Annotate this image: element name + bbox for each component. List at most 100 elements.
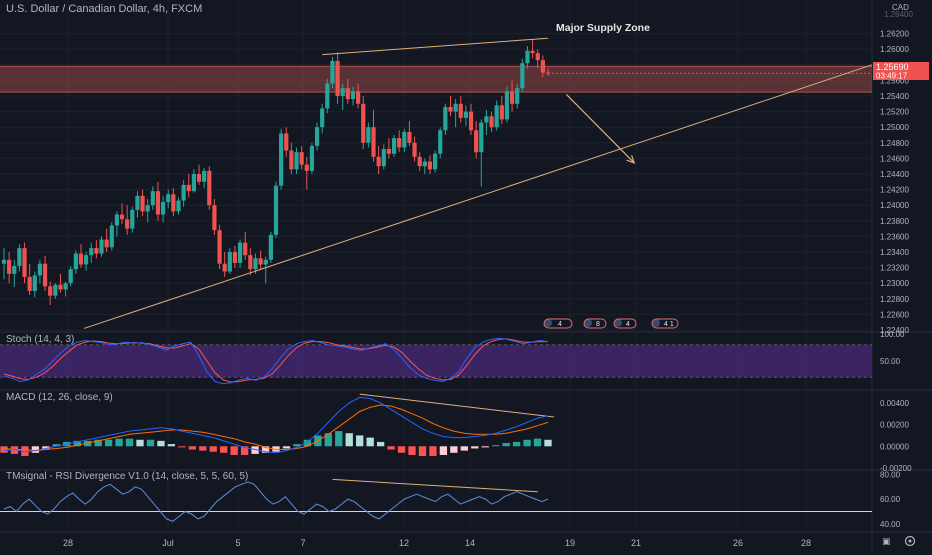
- candle[interactable]: [273, 181, 279, 238]
- candle[interactable]: [196, 164, 202, 185]
- macd-histogram-bar[interactable]: [429, 446, 437, 457]
- candle[interactable]: [258, 250, 263, 270]
- candle[interactable]: [545, 68, 551, 76]
- candle[interactable]: [99, 236, 104, 257]
- macd-histogram-bar[interactable]: [125, 438, 134, 447]
- candle[interactable]: [314, 122, 320, 151]
- macd-signal-line[interactable]: [3, 404, 549, 452]
- macd-histogram-bar[interactable]: [31, 446, 40, 453]
- candle[interactable]: [32, 271, 37, 298]
- macd-histogram-bar[interactable]: [492, 445, 500, 447]
- candle[interactable]: [438, 127, 443, 159]
- candle[interactable]: [412, 136, 417, 162]
- candle[interactable]: [284, 127, 289, 157]
- macd-histogram-bar[interactable]: [282, 446, 291, 449]
- macd-histogram-bar[interactable]: [10, 446, 19, 454]
- macd-histogram-bar[interactable]: [408, 446, 416, 455]
- macd-histogram-bar[interactable]: [293, 444, 301, 447]
- macd-histogram-bar[interactable]: [261, 446, 270, 453]
- event-badge-1[interactable]: 4: [543, 318, 573, 329]
- candle[interactable]: [499, 96, 504, 125]
- candle[interactable]: [350, 86, 356, 106]
- macd-histogram-bar[interactable]: [251, 446, 259, 454]
- candle[interactable]: [130, 206, 135, 233]
- candle[interactable]: [263, 256, 268, 284]
- macd-histogram-bar[interactable]: [450, 446, 458, 453]
- macd-histogram-bar[interactable]: [167, 444, 176, 447]
- projection-arrow-head[interactable]: [626, 155, 636, 164]
- candle[interactable]: [217, 224, 222, 270]
- candle[interactable]: [330, 57, 335, 89]
- candle[interactable]: [12, 259, 17, 288]
- candle[interactable]: [325, 78, 330, 114]
- macd-divergence-line[interactable]: [359, 393, 555, 418]
- macd-title[interactable]: MACD (12, 26, close, 9): [6, 392, 113, 403]
- candle[interactable]: [335, 52, 340, 104]
- macd-histogram-bar[interactable]: [0, 446, 8, 453]
- candle[interactable]: [309, 142, 315, 174]
- candle[interactable]: [227, 248, 232, 274]
- candle[interactable]: [376, 145, 381, 174]
- candle[interactable]: [202, 167, 207, 189]
- support-trendline[interactable]: [83, 64, 873, 329]
- macd-histogram-bar[interactable]: [376, 441, 385, 447]
- macd-histogram-bar[interactable]: [157, 440, 165, 447]
- candle[interactable]: [458, 96, 463, 123]
- candle[interactable]: [37, 259, 43, 284]
- event-badge-2[interactable]: 8: [583, 318, 607, 329]
- candle[interactable]: [42, 255, 48, 291]
- rsi-line[interactable]: [3, 481, 549, 522]
- candle[interactable]: [268, 231, 273, 263]
- candle[interactable]: [109, 222, 114, 251]
- candle[interactable]: [320, 103, 325, 134]
- macd-histogram-bar[interactable]: [52, 444, 60, 447]
- indicators-layer[interactable]: [0, 337, 872, 522]
- candle[interactable]: [248, 248, 253, 276]
- macd-histogram-bar[interactable]: [481, 446, 489, 448]
- candle[interactable]: [304, 156, 309, 190]
- candle[interactable]: [391, 135, 397, 157]
- candle[interactable]: [135, 191, 140, 218]
- candle[interactable]: [68, 266, 73, 287]
- candle[interactable]: [78, 244, 84, 268]
- macd-histogram-bar[interactable]: [303, 439, 312, 447]
- candle[interactable]: [371, 110, 376, 162]
- candle[interactable]: [7, 252, 12, 284]
- candle[interactable]: [468, 103, 474, 135]
- candle[interactable]: [63, 281, 68, 297]
- candle[interactable]: [181, 180, 186, 207]
- candle[interactable]: [176, 197, 181, 215]
- candle[interactable]: [73, 250, 78, 274]
- candle[interactable]: [1, 248, 7, 280]
- candle[interactable]: [479, 119, 484, 187]
- candle[interactable]: [243, 231, 248, 260]
- symbol-title[interactable]: U.S. Dollar / Canadian Dollar, 4h, FXCM: [6, 3, 202, 15]
- candle[interactable]: [155, 181, 161, 221]
- event-badge-4[interactable]: 4 1: [651, 318, 679, 329]
- macd-histogram-bar[interactable]: [42, 446, 50, 450]
- candle[interactable]: [58, 273, 63, 293]
- candle[interactable]: [22, 242, 27, 284]
- candle[interactable]: [453, 99, 458, 128]
- candles-layer[interactable]: [1, 39, 551, 306]
- candle[interactable]: [361, 96, 366, 150]
- macd-histogram-bar[interactable]: [335, 431, 343, 447]
- macd-histogram-bar[interactable]: [387, 446, 395, 450]
- candle[interactable]: [417, 152, 422, 171]
- candle[interactable]: [509, 80, 515, 112]
- candle[interactable]: [186, 174, 191, 198]
- supply-zone-annotation[interactable]: Major Supply Zone: [556, 22, 650, 34]
- macd-histogram-bar[interactable]: [544, 439, 552, 447]
- macd-histogram-bar[interactable]: [397, 446, 406, 453]
- stoch-k-line[interactable]: [3, 337, 549, 385]
- candle[interactable]: [427, 155, 433, 174]
- candle[interactable]: [212, 198, 217, 235]
- candle[interactable]: [397, 130, 402, 153]
- candle[interactable]: [160, 195, 166, 223]
- candle[interactable]: [540, 55, 545, 78]
- macd-histogram-bar[interactable]: [502, 443, 510, 447]
- candle[interactable]: [104, 228, 109, 252]
- candle[interactable]: [520, 58, 525, 92]
- candle[interactable]: [402, 128, 407, 153]
